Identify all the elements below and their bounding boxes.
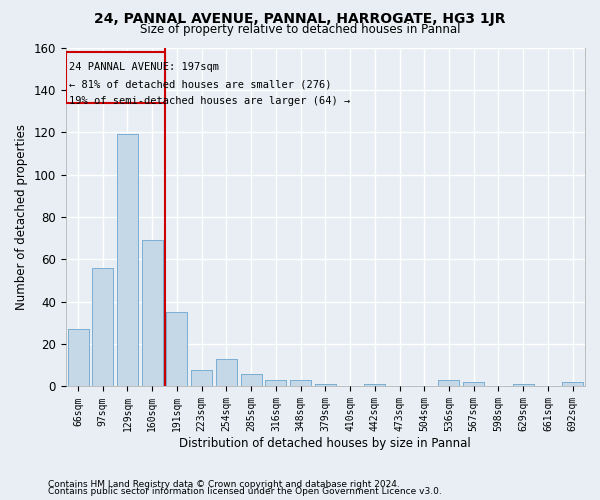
Text: Contains public sector information licensed under the Open Government Licence v3: Contains public sector information licen… <box>48 487 442 496</box>
Bar <box>290 380 311 386</box>
Bar <box>216 359 237 386</box>
Bar <box>512 384 533 386</box>
Bar <box>117 134 138 386</box>
Bar <box>92 268 113 386</box>
Bar <box>142 240 163 386</box>
Bar <box>562 382 583 386</box>
Text: 24 PANNAL AVENUE: 197sqm: 24 PANNAL AVENUE: 197sqm <box>70 62 220 72</box>
Bar <box>241 374 262 386</box>
Bar <box>241 374 262 386</box>
Bar <box>117 134 138 386</box>
Bar <box>265 380 286 386</box>
Bar <box>265 380 286 386</box>
Bar <box>142 240 163 386</box>
Bar <box>364 384 385 386</box>
Bar <box>512 384 533 386</box>
Bar <box>315 384 336 386</box>
Bar <box>290 380 311 386</box>
Text: ← 81% of detached houses are smaller (276): ← 81% of detached houses are smaller (27… <box>70 80 332 90</box>
Bar <box>439 380 460 386</box>
X-axis label: Distribution of detached houses by size in Pannal: Distribution of detached houses by size … <box>179 437 471 450</box>
Bar <box>463 382 484 386</box>
FancyBboxPatch shape <box>65 52 164 102</box>
Bar <box>315 384 336 386</box>
Bar <box>166 312 187 386</box>
Bar <box>166 312 187 386</box>
Y-axis label: Number of detached properties: Number of detached properties <box>15 124 28 310</box>
Bar <box>216 359 237 386</box>
Bar <box>191 370 212 386</box>
Bar <box>562 382 583 386</box>
Text: Size of property relative to detached houses in Pannal: Size of property relative to detached ho… <box>140 24 460 36</box>
Bar <box>68 330 89 386</box>
Text: 24, PANNAL AVENUE, PANNAL, HARROGATE, HG3 1JR: 24, PANNAL AVENUE, PANNAL, HARROGATE, HG… <box>94 12 506 26</box>
Bar <box>92 268 113 386</box>
Bar <box>463 382 484 386</box>
Text: Contains HM Land Registry data © Crown copyright and database right 2024.: Contains HM Land Registry data © Crown c… <box>48 480 400 489</box>
Text: 19% of semi-detached houses are larger (64) →: 19% of semi-detached houses are larger (… <box>70 96 350 106</box>
Bar <box>364 384 385 386</box>
Bar <box>439 380 460 386</box>
Bar <box>68 330 89 386</box>
Bar <box>191 370 212 386</box>
